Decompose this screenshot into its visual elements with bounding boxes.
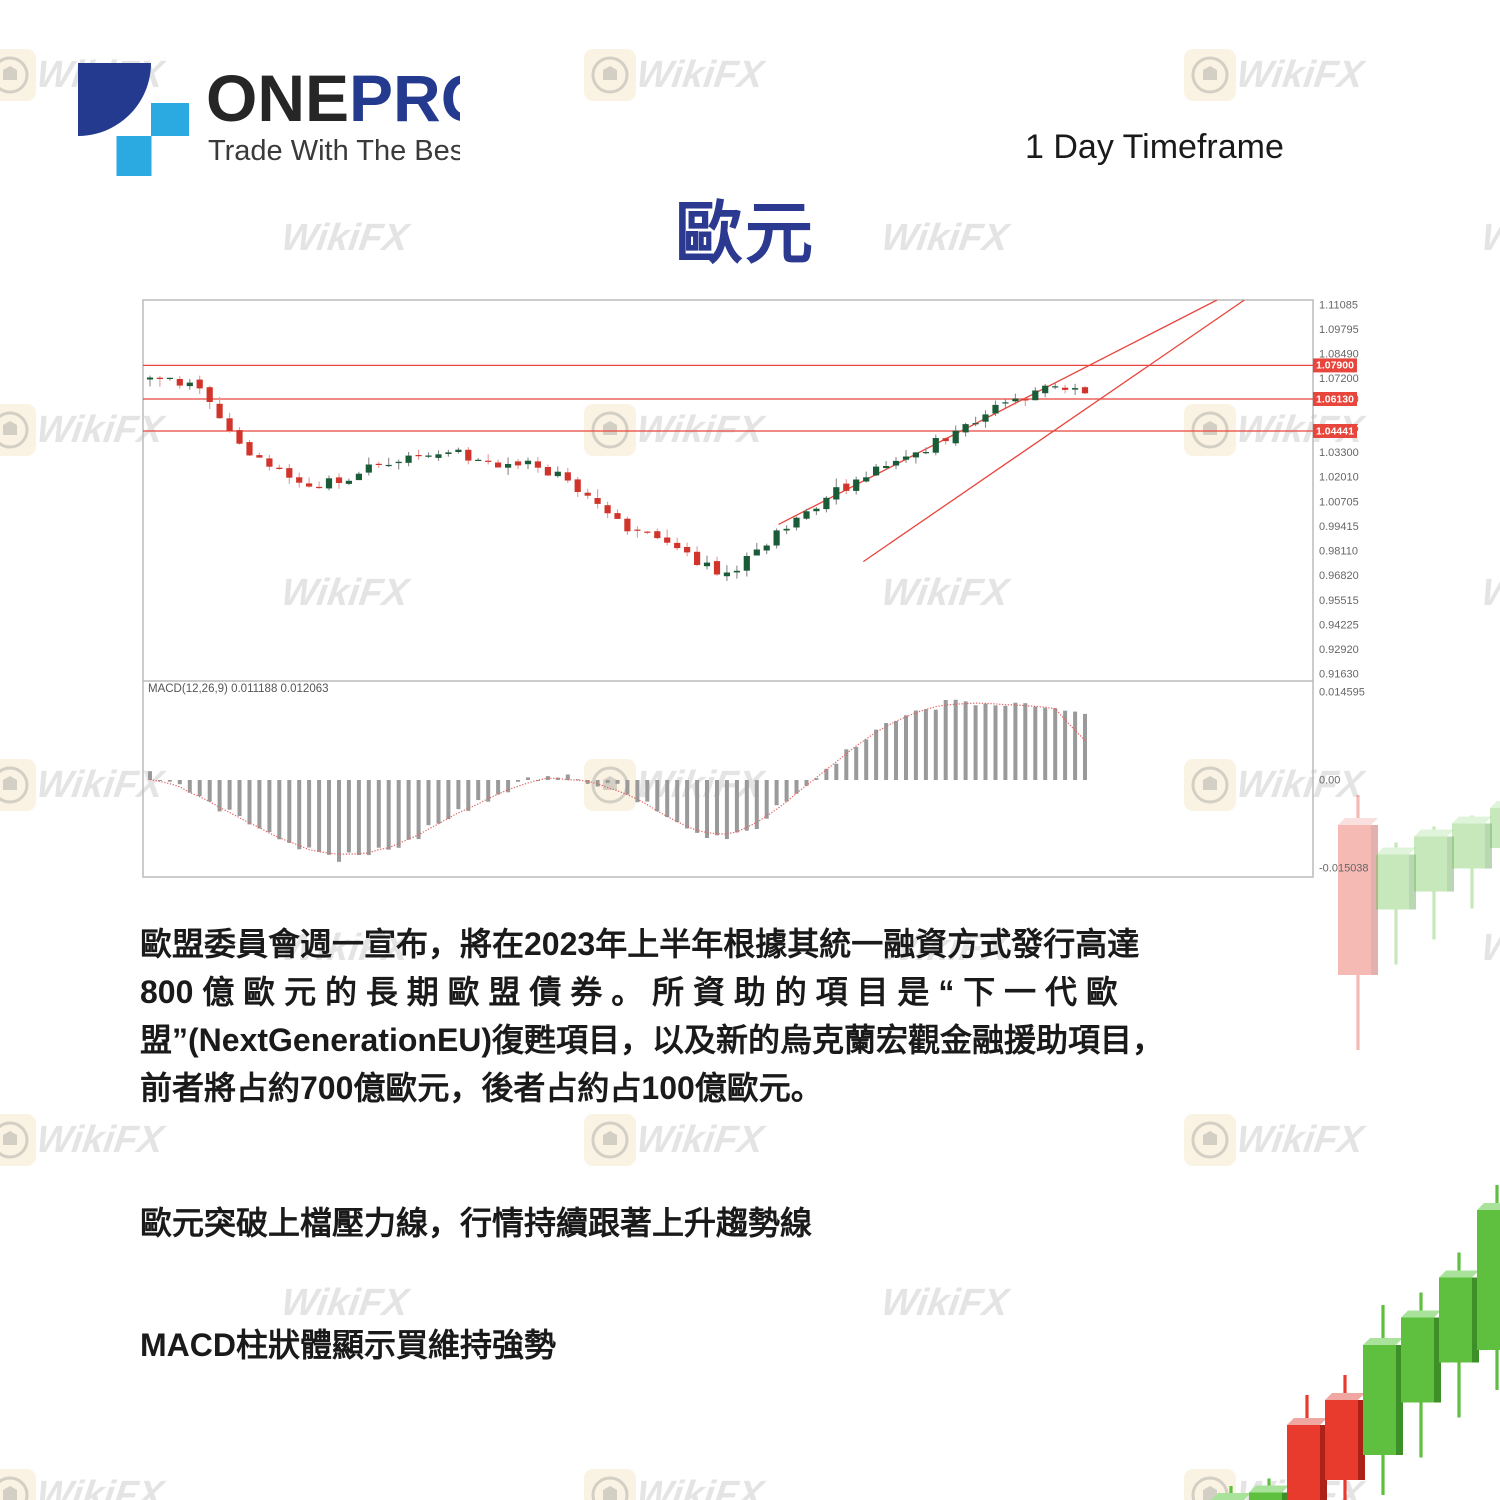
svg-text:0.95515: 0.95515 xyxy=(1319,595,1359,607)
svg-text:0.96820: 0.96820 xyxy=(1319,570,1359,582)
svg-text:1.11085: 1.11085 xyxy=(1319,300,1358,312)
svg-text:0.94225: 0.94225 xyxy=(1319,619,1359,631)
svg-text:0.91630: 0.91630 xyxy=(1319,669,1359,681)
svg-text:1.09795: 1.09795 xyxy=(1319,324,1359,336)
svg-text:0.00: 0.00 xyxy=(1319,775,1340,787)
svg-text:1.03300: 1.03300 xyxy=(1319,447,1359,459)
svg-text:1.04441: 1.04441 xyxy=(1316,425,1354,437)
svg-text:MACD(12,26,9) 0.011188 0.01206: MACD(12,26,9) 0.011188 0.012063 xyxy=(148,683,329,695)
svg-text:0.014595: 0.014595 xyxy=(1319,687,1365,699)
svg-text:1.06130: 1.06130 xyxy=(1316,393,1354,405)
svg-text:1.07900: 1.07900 xyxy=(1316,360,1354,372)
svg-text:0.99415: 0.99415 xyxy=(1319,521,1359,533)
svg-text:1.00705: 1.00705 xyxy=(1319,496,1359,508)
svg-text:-0.015038: -0.015038 xyxy=(1319,863,1369,875)
svg-text:1.02010: 1.02010 xyxy=(1319,472,1359,484)
svg-text:1.07200: 1.07200 xyxy=(1319,373,1359,385)
svg-text:0.92920: 0.92920 xyxy=(1319,644,1359,656)
svg-text:0.98110: 0.98110 xyxy=(1319,546,1358,558)
